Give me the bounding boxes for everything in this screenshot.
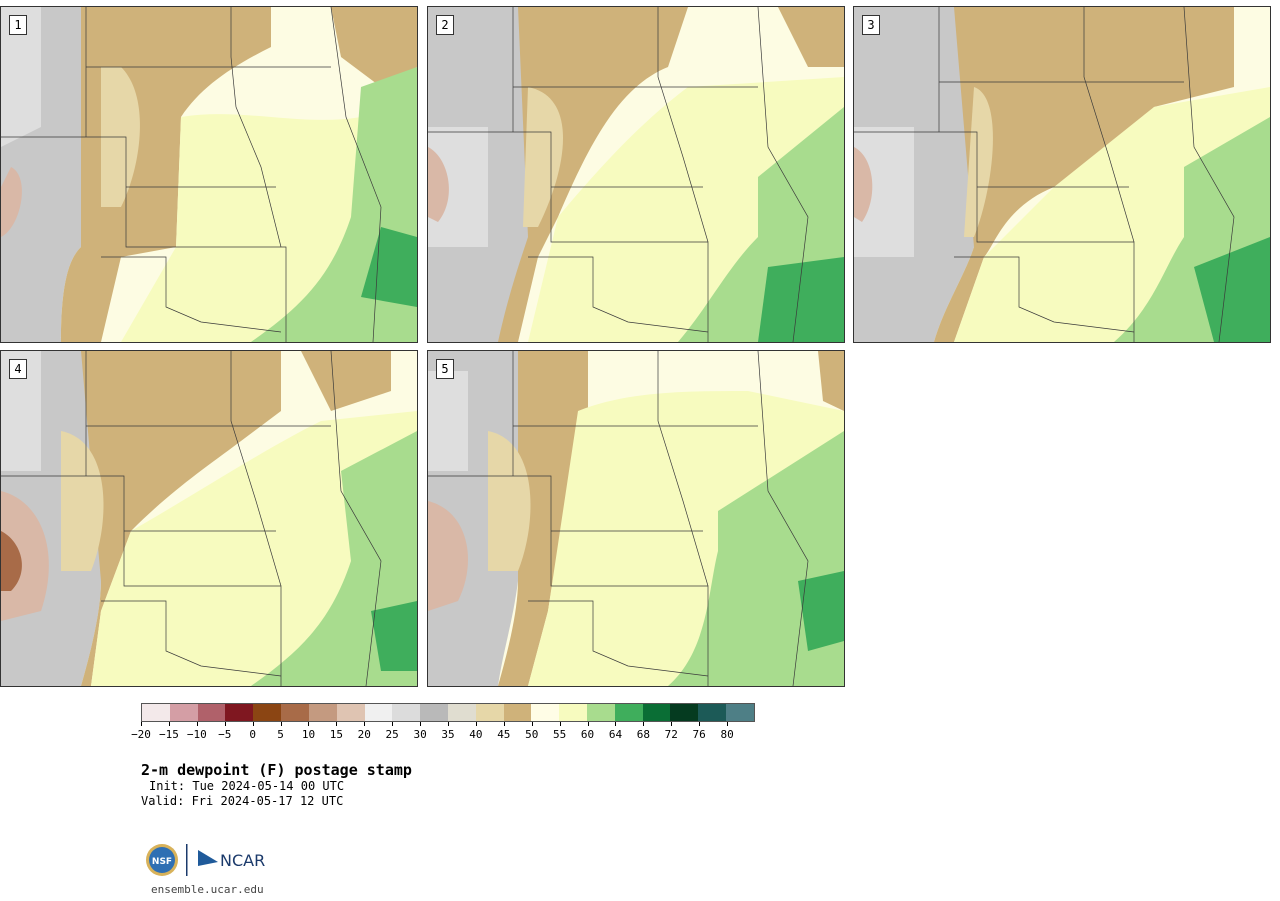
map-panel-1: 1	[0, 6, 418, 343]
map-2-graphic	[428, 7, 844, 342]
map-panel-4: 4	[0, 350, 418, 687]
colorbar-segment	[225, 704, 254, 721]
colorbar-segment	[142, 704, 170, 721]
colorbar-tick-label: 45	[497, 728, 511, 741]
colorbar-tick-label: 30	[413, 728, 427, 741]
colorbar-tick-label: 40	[469, 728, 483, 741]
map-panel-5: 5	[427, 350, 845, 687]
map-panel-2: 2	[427, 6, 845, 343]
colorbar-tick-label: −20	[131, 728, 151, 741]
colorbar-segment	[587, 704, 615, 721]
colorbar-segment	[475, 704, 504, 721]
logo-graphic: NSF NCAR	[146, 844, 265, 876]
colorbar-tick	[336, 722, 338, 726]
colorbar-tick	[727, 722, 729, 726]
panel-label: 1	[9, 15, 27, 35]
colorbar-tick-label: 35	[441, 728, 455, 741]
nsf-ncar-logo: NSF NCAR	[144, 842, 274, 882]
colorbar-segment	[698, 704, 727, 721]
map-1-graphic	[1, 7, 417, 342]
logo-nsf-text: NSF	[152, 857, 172, 867]
colorbar-tick-label: 10	[301, 728, 316, 741]
colorbar-tick	[448, 722, 449, 726]
colorbar-segment	[726, 704, 754, 721]
colorbar-tick-label: 72	[664, 728, 678, 741]
colorbar-tick-label: −5	[218, 728, 232, 741]
colorbar-segment	[559, 704, 587, 721]
colorbar-tick	[224, 722, 226, 726]
colorbar-segment	[336, 704, 365, 721]
colorbar	[141, 703, 755, 722]
colorbar-tick	[280, 722, 282, 726]
colorbar-segment	[169, 704, 198, 721]
colorbar-tick	[503, 722, 505, 726]
colorbar-segment	[420, 704, 448, 721]
colorbar-tick	[475, 722, 477, 726]
colorbar-segment	[392, 704, 421, 721]
colorbar-segment	[531, 704, 560, 721]
panel-label: 2	[436, 15, 454, 35]
colorbar-segment	[364, 704, 393, 721]
colorbar-tick	[615, 722, 617, 726]
colorbar-tick	[531, 722, 533, 726]
colorbar-tick	[392, 722, 394, 726]
colorbar-segment	[614, 704, 643, 721]
colorbar-tick	[559, 722, 561, 726]
panel-label: 3	[862, 15, 880, 35]
colorbar-segment	[447, 704, 476, 721]
colorbar-segment	[281, 704, 309, 721]
colorbar-tick	[671, 722, 673, 726]
init-time: Init: Tue 2024-05-14 00 UTC	[149, 779, 345, 793]
colorbar-segment	[670, 704, 699, 721]
colorbar-tick	[420, 722, 422, 726]
map-5-graphic	[428, 351, 844, 686]
colorbar-tick	[252, 722, 254, 726]
colorbar-tick-label: 15	[329, 728, 343, 741]
colorbar-segment	[503, 704, 532, 721]
map-panel-3: 3	[853, 6, 1271, 343]
colorbar-segment	[197, 704, 226, 721]
panel-label: 5	[436, 359, 454, 379]
colorbar-tick	[699, 722, 701, 726]
colorbar-segment	[642, 704, 671, 721]
colorbar-tick-label: 25	[385, 728, 399, 741]
colorbar-tick-label: 60	[580, 728, 595, 741]
colorbar-tick-label: −15	[158, 728, 179, 741]
map-3-graphic	[854, 7, 1270, 342]
colorbar-tick-label: 50	[525, 728, 539, 741]
colorbar-tick	[168, 722, 170, 726]
colorbar-tick-label: 64	[608, 728, 623, 741]
colorbar-tick-label: −10	[186, 728, 207, 741]
colorbar-tick-label: 68	[636, 728, 650, 741]
colorbar-tick	[141, 722, 142, 726]
colorbar-tick-label: 20	[357, 728, 371, 741]
colorbar-tick-label: 80	[720, 728, 734, 741]
map-4-graphic	[1, 351, 417, 686]
panel-label: 4	[9, 359, 27, 379]
logo-ncar-text: NCAR	[220, 851, 265, 870]
figure-title: 2-m dewpoint (F) postage stamp	[141, 761, 412, 779]
colorbar-tick-label: 0	[249, 728, 256, 741]
colorbar-tick	[587, 722, 589, 726]
colorbar-tick	[364, 722, 366, 726]
website-url: ensemble.ucar.edu	[151, 883, 264, 896]
colorbar-tick-label: 55	[553, 728, 567, 741]
colorbar-ticks: −20 −15 −10 −5 0 5 10 15 20 25 30 35 40 45 50 55 60 64 68 7…	[131, 722, 755, 744]
colorbar-tick-label: 5	[277, 728, 284, 741]
colorbar-segment	[308, 704, 337, 721]
colorbar-tick	[643, 722, 645, 726]
colorbar-tick-label: 76	[692, 728, 706, 741]
colorbar-tick	[196, 722, 198, 726]
colorbar-segment	[253, 704, 282, 721]
colorbar-tick	[308, 722, 310, 726]
valid-time: Valid: Fri 2024-05-17 12 UTC	[141, 794, 344, 808]
